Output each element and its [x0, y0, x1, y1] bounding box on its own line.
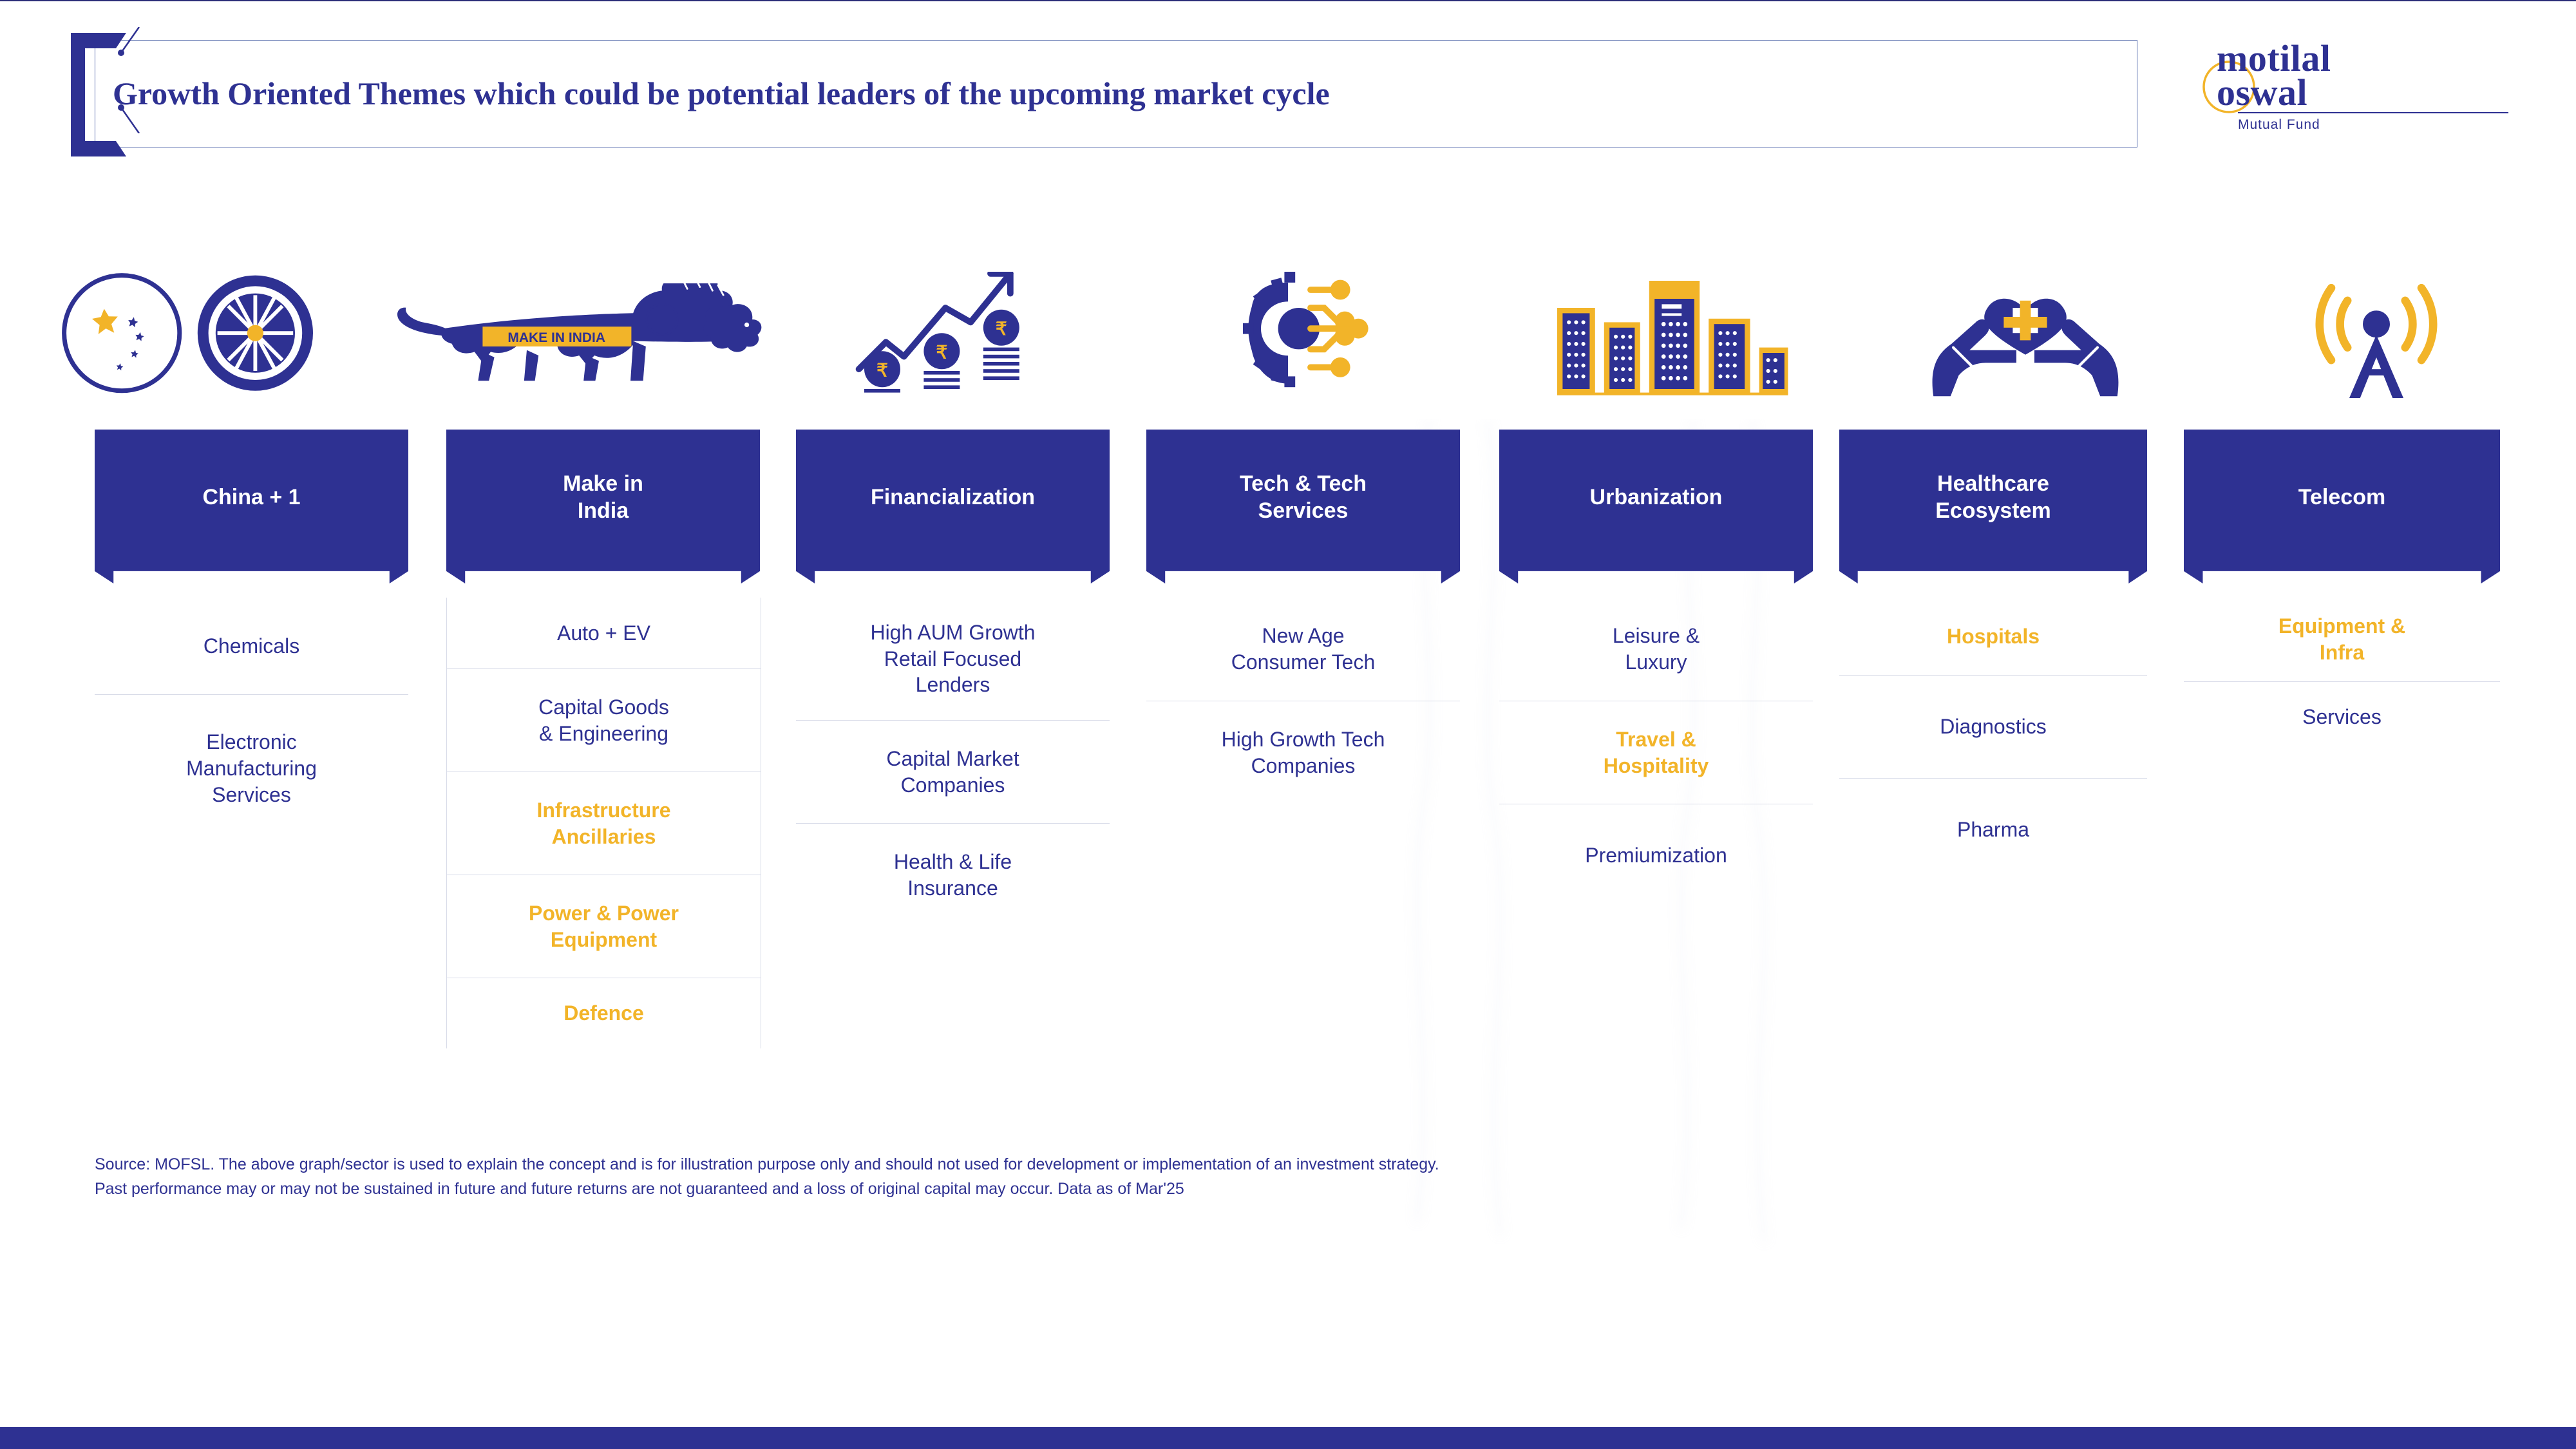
svg-text:₹: ₹	[936, 342, 947, 362]
svg-text:₹: ₹	[996, 319, 1007, 339]
svg-text:₹: ₹	[876, 360, 888, 380]
svg-text:MAKE IN INDIA: MAKE IN INDIA	[507, 330, 605, 345]
